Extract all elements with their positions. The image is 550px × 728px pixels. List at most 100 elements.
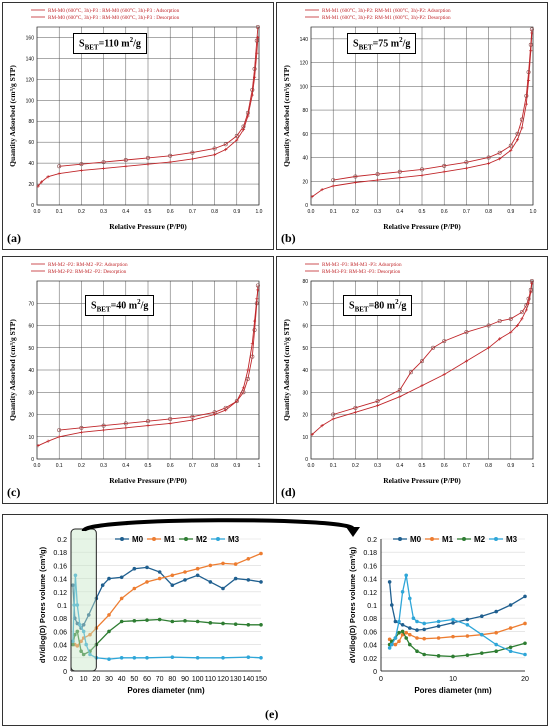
series-line-desorption bbox=[59, 285, 259, 431]
data-point bbox=[528, 42, 533, 47]
data-point bbox=[190, 150, 195, 155]
legend-entry-1: RM-M3-P3: RM-M3 -P3: Desorption bbox=[322, 269, 401, 275]
data-point bbox=[331, 184, 335, 188]
data-point bbox=[107, 613, 111, 617]
bet-label-a: SBET=110 m2/g bbox=[73, 33, 147, 55]
data-point bbox=[393, 642, 398, 647]
data-point bbox=[411, 616, 416, 620]
x-tick-label: 130 bbox=[230, 676, 242, 683]
data-point bbox=[400, 629, 405, 634]
data-point bbox=[408, 370, 413, 375]
x-tick-label: 0.9 bbox=[233, 209, 240, 215]
data-point bbox=[123, 421, 128, 426]
data-point bbox=[422, 636, 427, 641]
data-point bbox=[102, 428, 106, 432]
data-point bbox=[515, 131, 520, 136]
x-tick-label: 1 bbox=[258, 463, 261, 469]
legend-entry-m3: M3 bbox=[506, 535, 518, 544]
data-point bbox=[415, 619, 419, 624]
data-point bbox=[79, 649, 83, 653]
data-point bbox=[245, 110, 250, 115]
legend-marker bbox=[120, 537, 124, 541]
legend-marker bbox=[152, 537, 156, 541]
data-point bbox=[465, 653, 470, 657]
data-point bbox=[404, 573, 409, 578]
data-point bbox=[415, 649, 419, 653]
y-tick-label: 20 bbox=[28, 182, 34, 188]
y-tick-label: 0.12 bbox=[53, 590, 67, 597]
data-point bbox=[168, 421, 172, 425]
legend-entry-m2: M2 bbox=[474, 535, 486, 544]
x-tick-label: 0.8 bbox=[211, 463, 218, 469]
x-tick-label: 0.9 bbox=[233, 463, 240, 469]
data-point bbox=[524, 303, 529, 308]
data-point bbox=[465, 634, 470, 638]
data-point bbox=[498, 157, 502, 161]
data-point bbox=[46, 439, 50, 443]
data-point bbox=[212, 146, 217, 151]
zoom-highlight-box bbox=[70, 528, 97, 672]
x-tick-label: 0.1 bbox=[330, 463, 337, 469]
bet-label-b: SBET=75 m2/g bbox=[347, 33, 417, 55]
data-point bbox=[310, 432, 314, 437]
data-point bbox=[259, 656, 263, 660]
panel-label-c: (c) bbox=[7, 485, 21, 499]
x-tick-label: 0.5 bbox=[145, 209, 152, 215]
x-tick-label: 1 bbox=[532, 463, 535, 469]
data-point bbox=[387, 646, 392, 650]
data-point bbox=[508, 603, 513, 607]
data-point bbox=[400, 623, 405, 627]
data-point bbox=[170, 619, 175, 624]
data-point bbox=[73, 573, 78, 578]
x-tick-label: 0.1 bbox=[330, 209, 337, 215]
data-point bbox=[88, 632, 92, 637]
data-point bbox=[100, 583, 105, 587]
y-axis-label: Quantity Adsorbed (cm³/g STP) bbox=[282, 65, 291, 167]
data-point bbox=[480, 632, 484, 637]
y-tick-label: 60 bbox=[302, 132, 308, 138]
data-point bbox=[146, 155, 151, 160]
panel-a: RM-M0 (600°C, 3h)-P3 : RM-M0 (600°C, 3h)… bbox=[2, 2, 274, 250]
data-point bbox=[221, 656, 225, 660]
data-point bbox=[234, 133, 239, 138]
data-point bbox=[420, 173, 424, 177]
legend-entry-m1: M1 bbox=[442, 535, 454, 544]
data-point bbox=[36, 184, 40, 188]
data-point bbox=[353, 410, 357, 414]
data-point bbox=[190, 414, 195, 419]
data-point bbox=[524, 308, 528, 312]
data-point bbox=[520, 317, 524, 321]
data-point bbox=[157, 576, 162, 581]
data-point bbox=[393, 619, 398, 624]
legend-entry-m1: M1 bbox=[164, 535, 176, 544]
legend-marker bbox=[184, 537, 188, 541]
data-point bbox=[79, 168, 83, 173]
x-tick-label: 30 bbox=[105, 676, 113, 683]
bet-label-c: SBET=40 m2/g bbox=[85, 295, 155, 317]
data-point bbox=[183, 578, 187, 582]
data-point bbox=[157, 570, 162, 574]
data-point bbox=[375, 399, 380, 404]
data-point bbox=[246, 557, 251, 561]
data-point bbox=[497, 319, 502, 324]
x-tick-label: 0.8 bbox=[485, 463, 492, 469]
data-point bbox=[183, 619, 187, 623]
data-point bbox=[101, 160, 106, 165]
data-point bbox=[465, 623, 470, 627]
x-tick-label: 0.8 bbox=[485, 209, 492, 215]
y-tick-label: 0.08 bbox=[53, 616, 67, 623]
x-tick-label: 90 bbox=[181, 676, 189, 683]
x-tick-label: 0.3 bbox=[100, 209, 107, 215]
data-point bbox=[71, 583, 75, 587]
y-tick-label: 20 bbox=[28, 413, 34, 419]
data-point bbox=[190, 157, 194, 161]
series-line-m3 bbox=[72, 575, 262, 660]
data-point bbox=[168, 153, 173, 158]
data-point bbox=[526, 296, 531, 301]
isotherm-chart-c: RM-M2 -P2: RM-M2 -P2: AdsorptionRM-M2-P2… bbox=[8, 262, 261, 485]
data-point bbox=[508, 143, 513, 148]
data-point bbox=[415, 636, 419, 640]
data-point bbox=[519, 117, 524, 122]
series-line-m2 bbox=[72, 618, 261, 656]
data-point bbox=[515, 323, 520, 328]
